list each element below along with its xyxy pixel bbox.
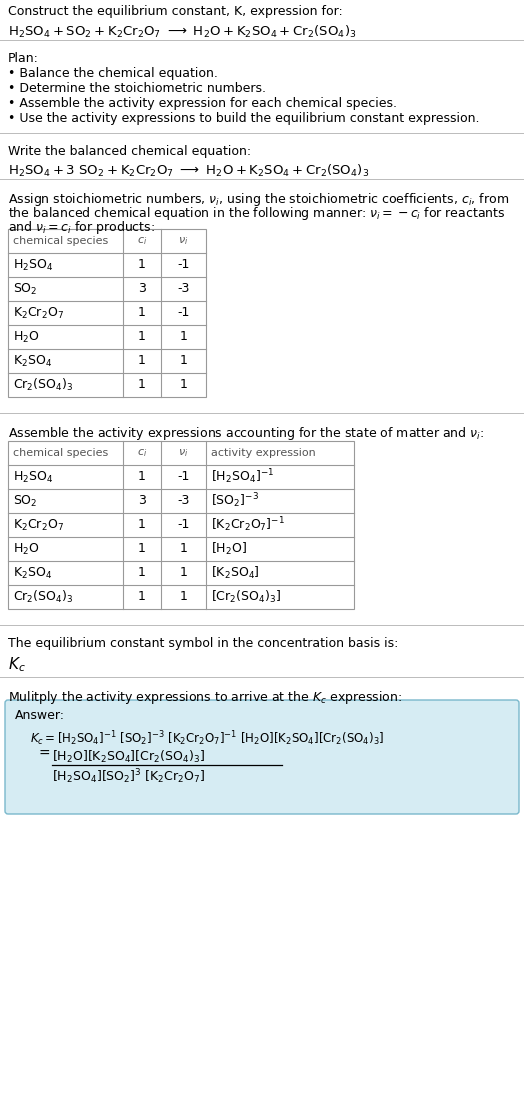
Text: 3: 3 xyxy=(138,282,146,295)
Text: -1: -1 xyxy=(177,470,190,483)
Text: $\mathregular{[H_2O][K_2SO_4][Cr_2(SO_4)_3]}$: $\mathregular{[H_2O][K_2SO_4][Cr_2(SO_4)… xyxy=(52,749,205,765)
Text: $\nu_i$: $\nu_i$ xyxy=(178,235,189,247)
Text: $\mathregular{[H_2O]}$: $\mathregular{[H_2O]}$ xyxy=(211,541,247,557)
Text: • Assemble the activity expression for each chemical species.: • Assemble the activity expression for e… xyxy=(8,97,397,110)
Text: =: = xyxy=(38,747,50,761)
Text: 1: 1 xyxy=(138,566,146,579)
Text: Answer:: Answer: xyxy=(15,709,65,722)
Text: 1: 1 xyxy=(180,566,188,579)
Text: chemical species: chemical species xyxy=(13,448,108,458)
Text: $\mathregular{[K_2SO_4]}$: $\mathregular{[K_2SO_4]}$ xyxy=(211,565,260,581)
Text: -1: -1 xyxy=(177,306,190,319)
Text: • Balance the chemical equation.: • Balance the chemical equation. xyxy=(8,67,218,80)
Text: 1: 1 xyxy=(138,330,146,343)
Text: • Determine the stoichiometric numbers.: • Determine the stoichiometric numbers. xyxy=(8,82,266,95)
Text: 1: 1 xyxy=(180,590,188,603)
Text: $\mathregular{SO_2}$: $\mathregular{SO_2}$ xyxy=(13,282,38,296)
Text: $\mathregular{H_2O}$: $\mathregular{H_2O}$ xyxy=(13,329,40,344)
Text: The equilibrium constant symbol in the concentration basis is:: The equilibrium constant symbol in the c… xyxy=(8,637,398,650)
Text: and $\nu_i = c_i$ for products:: and $\nu_i = c_i$ for products: xyxy=(8,219,155,236)
Text: $c_i$: $c_i$ xyxy=(137,447,147,459)
Text: 1: 1 xyxy=(138,354,146,367)
Text: $\mathregular{[H_2SO_4][SO_2]^3\ [K_2Cr_2O_7]}$: $\mathregular{[H_2SO_4][SO_2]^3\ [K_2Cr_… xyxy=(52,767,205,786)
Text: $\mathregular{K_2Cr_2O_7}$: $\mathregular{K_2Cr_2O_7}$ xyxy=(13,305,64,320)
Text: $\mathregular{H_2SO_4}$: $\mathregular{H_2SO_4}$ xyxy=(13,470,53,484)
Text: $\nu_i$: $\nu_i$ xyxy=(178,447,189,459)
Text: $c_i$: $c_i$ xyxy=(137,235,147,247)
Text: Assemble the activity expressions accounting for the state of matter and $\nu_i$: Assemble the activity expressions accoun… xyxy=(8,425,484,442)
Text: $\mathregular{SO_2}$: $\mathregular{SO_2}$ xyxy=(13,493,38,508)
Text: 1: 1 xyxy=(138,259,146,271)
Bar xyxy=(8,440,354,609)
Text: 3: 3 xyxy=(138,494,146,507)
Text: $\mathregular{H_2SO_4}$: $\mathregular{H_2SO_4}$ xyxy=(13,258,53,272)
Text: chemical species: chemical species xyxy=(13,236,108,246)
Text: $K_c = \mathregular{[H_2SO_4]^{-1}\ [SO_2]^{-3}\ [K_2Cr_2O_7]^{-1}\ [H_2O][K_2SO: $K_c = \mathregular{[H_2SO_4]^{-1}\ [SO_… xyxy=(30,729,385,748)
Text: -3: -3 xyxy=(177,282,190,295)
Text: 1: 1 xyxy=(180,378,188,391)
Text: $\mathregular{H_2SO_4 + SO_2 + K_2Cr_2O_7\ \longrightarrow\ H_2O + K_2SO_4 + Cr_: $\mathregular{H_2SO_4 + SO_2 + K_2Cr_2O_… xyxy=(8,24,356,40)
Text: 1: 1 xyxy=(180,330,188,343)
Text: the balanced chemical equation in the following manner: $\nu_i = -c_i$ for react: the balanced chemical equation in the fo… xyxy=(8,205,506,222)
Text: 1: 1 xyxy=(138,590,146,603)
Text: 1: 1 xyxy=(180,542,188,555)
Text: Plan:: Plan: xyxy=(8,52,39,64)
Text: $\mathregular{K_2SO_4}$: $\mathregular{K_2SO_4}$ xyxy=(13,565,52,580)
Text: $\mathregular{H_2O}$: $\mathregular{H_2O}$ xyxy=(13,541,40,556)
FancyBboxPatch shape xyxy=(5,700,519,814)
Text: 1: 1 xyxy=(180,354,188,367)
Text: • Use the activity expressions to build the equilibrium constant expression.: • Use the activity expressions to build … xyxy=(8,111,479,125)
Text: $\mathregular{Cr_2(SO_4)_3}$: $\mathregular{Cr_2(SO_4)_3}$ xyxy=(13,377,73,393)
Text: Mulitply the activity expressions to arrive at the $K_c$ expression:: Mulitply the activity expressions to arr… xyxy=(8,689,402,706)
Text: -3: -3 xyxy=(177,494,190,507)
Text: Write the balanced chemical equation:: Write the balanced chemical equation: xyxy=(8,145,251,158)
Text: $\mathregular{H_2SO_4 + 3\ SO_2 + K_2Cr_2O_7\ \longrightarrow\ H_2O + K_2SO_4 + : $\mathregular{H_2SO_4 + 3\ SO_2 + K_2Cr_… xyxy=(8,163,369,179)
Text: -1: -1 xyxy=(177,518,190,531)
Text: 1: 1 xyxy=(138,306,146,319)
Bar xyxy=(8,230,206,397)
Text: 1: 1 xyxy=(138,542,146,555)
Text: $K_c$: $K_c$ xyxy=(8,655,26,673)
Text: $\mathregular{[Cr_2(SO_4)_3]}$: $\mathregular{[Cr_2(SO_4)_3]}$ xyxy=(211,589,281,606)
Text: 1: 1 xyxy=(138,470,146,483)
Text: $\mathregular{[H_2SO_4]^{-1}}$: $\mathregular{[H_2SO_4]^{-1}}$ xyxy=(211,468,274,486)
Text: 1: 1 xyxy=(138,518,146,531)
Text: -1: -1 xyxy=(177,259,190,271)
Text: $\mathregular{K_2Cr_2O_7}$: $\mathregular{K_2Cr_2O_7}$ xyxy=(13,517,64,532)
Text: $\mathregular{[SO_2]^{-3}}$: $\mathregular{[SO_2]^{-3}}$ xyxy=(211,492,259,510)
Text: activity expression: activity expression xyxy=(211,448,316,458)
Text: $\mathregular{[K_2Cr_2O_7]^{-1}}$: $\mathregular{[K_2Cr_2O_7]^{-1}}$ xyxy=(211,516,285,534)
Text: $\mathregular{Cr_2(SO_4)_3}$: $\mathregular{Cr_2(SO_4)_3}$ xyxy=(13,589,73,606)
Text: Construct the equilibrium constant, K, expression for:: Construct the equilibrium constant, K, e… xyxy=(8,5,343,17)
Text: Assign stoichiometric numbers, $\nu_i$, using the stoichiometric coefficients, $: Assign stoichiometric numbers, $\nu_i$, … xyxy=(8,191,509,208)
Text: 1: 1 xyxy=(138,378,146,391)
Text: $\mathregular{K_2SO_4}$: $\mathregular{K_2SO_4}$ xyxy=(13,353,52,368)
